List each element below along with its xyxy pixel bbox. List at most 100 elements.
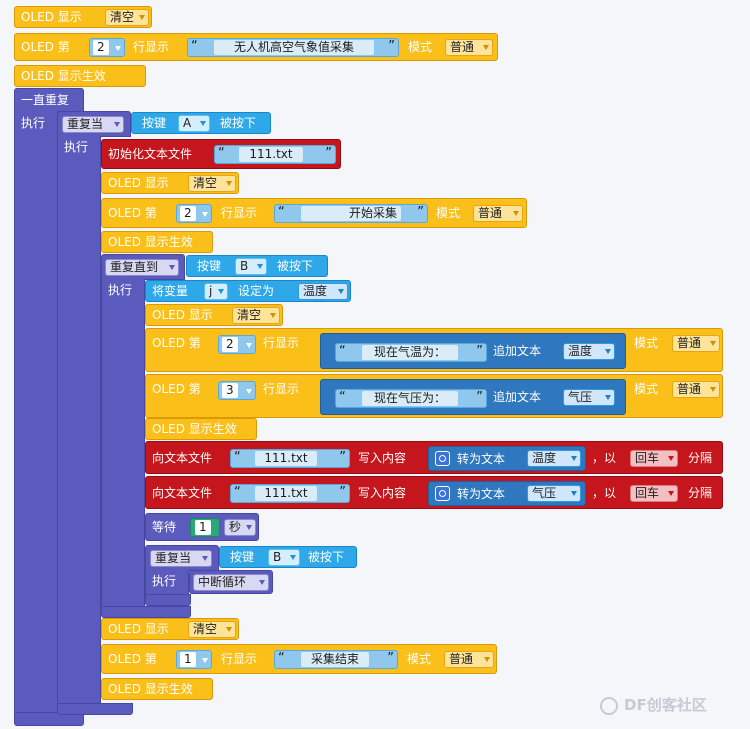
write-file-block-pressure[interactable]: 向文本文件 “ 111.txt ” 写入内容 转为文本 气压 ，以 回车 分隔 (145, 476, 723, 509)
inner-while-dropdown[interactable]: 重复当 (150, 550, 212, 567)
oled-line-prefix: OLED 第 (152, 336, 201, 350)
oled-commit-block-4[interactable]: OLED 显示生效 (101, 678, 213, 700)
value-dropdown[interactable]: 温度 (298, 283, 348, 300)
oled-clear-block-2[interactable]: OLED 显示 清空 (101, 172, 239, 194)
gear-icon[interactable] (435, 486, 450, 501)
key-b-dropdown[interactable]: B (268, 549, 300, 566)
separator-dropdown[interactable]: 回车 (630, 450, 678, 467)
gear-icon[interactable] (435, 451, 450, 466)
watermark-logo: DF创客社区 (600, 694, 707, 715)
mode-label: 模式 (634, 382, 659, 396)
key-label: 按键 (230, 550, 255, 564)
line-number-input[interactable]: 2 (89, 38, 125, 57)
line-number-input[interactable]: 2 (218, 335, 256, 354)
repeat-until-bottom-arm (101, 606, 191, 618)
set-variable-block[interactable]: 将变量 j 设定为 温度 (145, 280, 351, 302)
separator-dropdown[interactable]: 回车 (630, 485, 678, 502)
oled-line-block-temp[interactable]: OLED 第 2 行显示 “ 现在气温为： ” 追加文本 温度 模式 普通 (145, 328, 723, 372)
oled-line-block-start[interactable]: OLED 第 2 行显示 “ 开始采集 ” 模式 普通 (101, 198, 527, 228)
key-label: 按键 (197, 259, 222, 273)
append-text-label: 追加文本 (493, 344, 542, 358)
mode-label: 模式 (436, 206, 461, 220)
inner-while-bottom-arm (145, 594, 191, 606)
mode-dropdown[interactable]: 普通 (672, 381, 720, 398)
oled-line-block-1[interactable]: OLED 第 2 行显示 “ 无人机高空气象值采集 ” 模式 普通 (14, 33, 498, 61)
end-string-input[interactable]: “ 采集结束 ” (274, 650, 398, 669)
write-filename-input[interactable]: “ 111.txt ” (230, 449, 350, 468)
oled-line-prefix: OLED 第 (21, 40, 70, 54)
oled-commit-label: OLED 显示生效 (21, 69, 106, 83)
clear-dropdown[interactable]: 清空 (232, 307, 280, 324)
oled-line-prefix: OLED 第 (108, 652, 157, 666)
write-file-label: 向文本文件 (152, 486, 213, 500)
to-text-block[interactable]: 转为文本 温度 (428, 446, 586, 471)
wait-seconds-input[interactable]: 1 (190, 518, 220, 537)
key-a-pressed-block[interactable]: 按键 A 被按下 (131, 112, 271, 134)
mode-dropdown[interactable]: 普通 (672, 335, 720, 352)
repeat-until-block[interactable]: 重复直到 (101, 254, 185, 280)
forever-left-arm (14, 111, 58, 718)
oled-commit-block-3[interactable]: OLED 显示生效 (145, 418, 257, 440)
to-text-label: 转为文本 (457, 452, 506, 466)
with-sep-label: ，以 (592, 451, 617, 465)
to-text-label: 转为文本 (457, 487, 506, 501)
wait-block[interactable]: 等待 1 秒 (145, 513, 259, 541)
write-file-block-temp[interactable]: 向文本文件 “ 111.txt ” 写入内容 转为文本 温度 ，以 回车 分隔 (145, 441, 723, 474)
oled-commit-block-2[interactable]: OLED 显示生效 (101, 231, 213, 253)
key-b-pressed-block[interactable]: 按键 B 被按下 (186, 255, 328, 277)
init-filename-input[interactable]: “ 111.txt ” (214, 145, 336, 164)
append-text-block[interactable]: “ 现在气温为： ” 追加文本 温度 (320, 333, 626, 369)
oled-line-block-end[interactable]: OLED 第 1 行显示 “ 采集结束 ” 模式 普通 (101, 644, 497, 674)
clear-dropdown[interactable]: 清空 (188, 175, 236, 192)
oled-clear-block-4[interactable]: OLED 显示 清空 (101, 618, 239, 640)
variable-dropdown[interactable]: j (204, 283, 228, 300)
init-text-file-block[interactable]: 初始化文本文件 “ 111.txt ” (101, 139, 341, 169)
separate-label: 分隔 (688, 486, 713, 500)
inner-while-block[interactable]: 重复当 (145, 545, 219, 571)
mode-dropdown[interactable]: 普通 (444, 651, 494, 668)
write-filename-input[interactable]: “ 111.txt ” (230, 484, 350, 503)
line-number-input[interactable]: 2 (176, 204, 212, 223)
time-unit-dropdown[interactable]: 秒 (224, 519, 256, 536)
temp-var-dropdown[interactable]: 温度 (527, 450, 581, 467)
clear-dropdown[interactable]: 清空 (188, 621, 236, 638)
oled-clear-block-3[interactable]: OLED 显示 清空 (145, 304, 283, 326)
pressure-var-dropdown[interactable]: 气压 (563, 389, 615, 406)
key-b-pressed-block-2[interactable]: 按键 B 被按下 (219, 546, 357, 568)
key-b-dropdown[interactable]: B (235, 258, 267, 275)
line-number-input[interactable]: 1 (176, 650, 212, 669)
append-text-block[interactable]: “ 现在气压为： ” 追加文本 气压 (320, 379, 626, 415)
repeat-until-left-arm (101, 279, 145, 613)
oled-display-label: OLED 显示 (108, 176, 169, 190)
forever-bottom-arm (14, 712, 84, 726)
pressure-text-input[interactable]: “ 现在气压为： ” (335, 389, 487, 408)
oled-line-block-pressure[interactable]: OLED 第 3 行显示 “ 现在气压为： ” 追加文本 气压 模式 普通 (145, 374, 723, 418)
key-a-dropdown[interactable]: A (178, 115, 210, 132)
line-number-input[interactable]: 3 (218, 381, 256, 400)
outer-while-block[interactable]: 重复当 (57, 111, 131, 137)
mode-label: 模式 (407, 652, 432, 666)
forever-loop-block[interactable]: 一直重复 (14, 88, 84, 112)
outer-while-dropdown[interactable]: 重复当 (62, 116, 124, 133)
mode-dropdown[interactable]: 普通 (473, 205, 523, 222)
temp-var-dropdown[interactable]: 温度 (563, 343, 615, 360)
outer-while-execute-label: 执行 (64, 140, 89, 154)
clear-dropdown[interactable]: 清空 (105, 9, 149, 26)
break-loop-dropdown[interactable]: 中断循环 (193, 574, 269, 591)
init-file-label: 初始化文本文件 (108, 147, 193, 161)
to-text-block[interactable]: 转为文本 气压 (428, 481, 586, 506)
title-string-input[interactable]: “ 无人机高空气象值采集 ” (187, 38, 399, 57)
outer-while-bottom-arm (57, 703, 133, 715)
repeat-until-dropdown[interactable]: 重复直到 (105, 259, 179, 276)
start-string-input[interactable]: “ 开始采集 ” (274, 204, 428, 223)
oled-display-label: OLED 显示 (152, 308, 213, 322)
mode-dropdown[interactable]: 普通 (445, 39, 493, 56)
oled-commit-block-1[interactable]: OLED 显示生效 (14, 65, 146, 87)
pressure-var-dropdown[interactable]: 气压 (527, 485, 581, 502)
temp-text-input[interactable]: “ 现在气温为： ” (335, 343, 487, 362)
oled-line-prefix: OLED 第 (152, 382, 201, 396)
write-content-label: 写入内容 (358, 486, 407, 500)
oled-clear-block-1[interactable]: OLED 显示 清空 (14, 6, 152, 28)
break-loop-block[interactable]: 中断循环 (189, 570, 273, 594)
pressed-label: 被按下 (220, 116, 257, 130)
